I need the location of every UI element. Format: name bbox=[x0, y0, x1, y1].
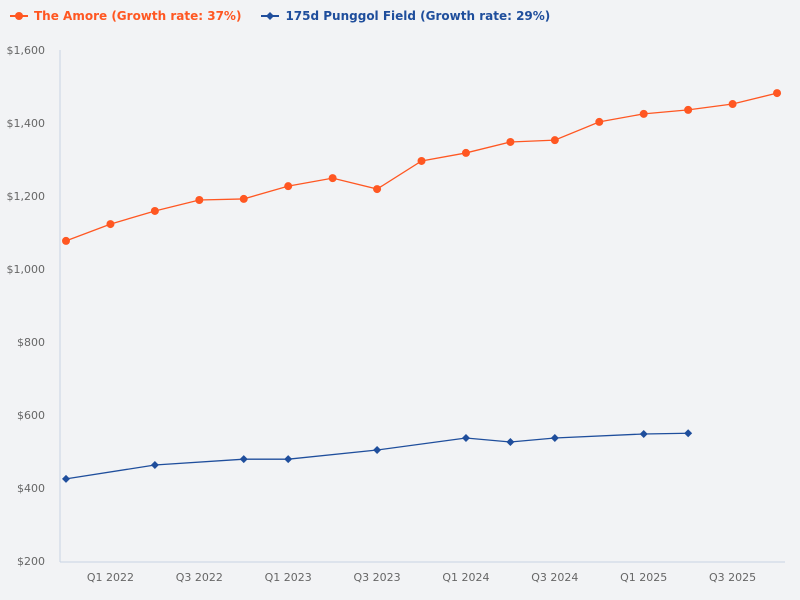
y-tick-label: $1,200 bbox=[7, 190, 46, 203]
data-point bbox=[595, 117, 604, 126]
data-point bbox=[417, 156, 426, 165]
data-point bbox=[639, 429, 648, 438]
x-tick-label: Q1 2025 bbox=[620, 571, 667, 584]
y-tick-label: $600 bbox=[17, 409, 45, 422]
x-tick-label: Q1 2024 bbox=[442, 571, 489, 584]
legend-label: The Amore (Growth rate: 37%) bbox=[34, 9, 242, 23]
data-point bbox=[195, 196, 204, 205]
data-point bbox=[684, 105, 693, 114]
data-point bbox=[239, 455, 248, 464]
data-point bbox=[284, 455, 293, 464]
data-point bbox=[550, 433, 559, 442]
y-tick-label: $1,600 bbox=[7, 44, 46, 57]
y-tick-label: $200 bbox=[17, 555, 45, 568]
series-line-1 bbox=[65, 432, 689, 480]
y-tick-label: $1,000 bbox=[7, 263, 46, 276]
data-point bbox=[284, 182, 293, 191]
data-point bbox=[684, 429, 693, 438]
x-tick-label: Q3 2024 bbox=[531, 571, 578, 584]
y-tick-label: $1,400 bbox=[7, 117, 46, 130]
legend-item-amore[interactable]: The Amore (Growth rate: 37%) bbox=[10, 9, 241, 23]
data-point bbox=[62, 474, 70, 483]
data-point bbox=[239, 194, 248, 203]
legend-label: 175d Punggol Field (Growth rate: 29%) bbox=[285, 9, 551, 23]
data-point bbox=[461, 148, 470, 157]
x-tick-label: Q1 2022 bbox=[87, 571, 134, 584]
legend-item-punggol[interactable]: 175d Punggol Field (Growth rate: 29%) bbox=[261, 9, 550, 23]
data-point bbox=[373, 446, 382, 455]
x-tick-label: Q3 2022 bbox=[176, 571, 223, 584]
diamond-marker-icon bbox=[261, 12, 280, 20]
data-point bbox=[550, 136, 559, 145]
circle-marker-icon bbox=[10, 12, 28, 20]
data-point bbox=[328, 174, 337, 183]
series-line-0 bbox=[65, 92, 778, 242]
data-point bbox=[373, 185, 382, 194]
legend: The Amore (Growth rate: 37%) 175d Punggo… bbox=[10, 9, 550, 23]
x-tick-label: Q1 2023 bbox=[265, 571, 312, 584]
data-point bbox=[773, 89, 782, 98]
x-tick-label: Q3 2025 bbox=[709, 571, 756, 584]
y-tick-label: $400 bbox=[17, 482, 45, 495]
x-tick-label: Q3 2023 bbox=[354, 571, 401, 584]
data-point bbox=[461, 433, 470, 442]
data-point bbox=[506, 438, 515, 447]
data-point bbox=[106, 220, 115, 229]
data-point bbox=[506, 137, 515, 146]
data-point bbox=[639, 109, 648, 118]
data-point bbox=[728, 100, 737, 109]
data-point bbox=[150, 461, 159, 470]
data-point bbox=[62, 236, 70, 245]
y-tick-label: $800 bbox=[17, 336, 45, 349]
data-point bbox=[150, 206, 159, 215]
